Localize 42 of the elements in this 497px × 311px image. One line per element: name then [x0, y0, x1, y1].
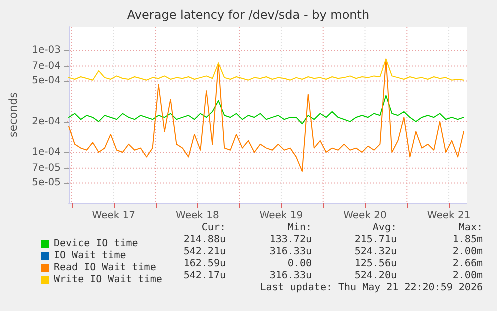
- text: 162.59u: [184, 258, 226, 270]
- text: 125.56u: [354, 258, 397, 270]
- text: 2.00m: [452, 246, 483, 258]
- text: Min:: [288, 222, 312, 234]
- text: 2.00m: [452, 270, 483, 282]
- x-tick-label: Week 20: [344, 210, 387, 222]
- text: 133.72u: [270, 234, 312, 246]
- text: Last update: Thu May 21 22:20:59 2026: [260, 282, 483, 294]
- legend-label: IO Wait time: [54, 250, 126, 262]
- text: Max:: [458, 222, 483, 234]
- legend-label: Device IO time: [54, 238, 138, 250]
- y-tick-label: 7e-05: [32, 162, 61, 174]
- line-series: [68, 58, 465, 172]
- text: 524.32u: [354, 246, 397, 258]
- y-tick-label: 2e-04: [32, 116, 61, 128]
- chart-title: Average latency for /dev/sda - by month: [127, 8, 370, 22]
- text: 214.88u: [184, 234, 226, 246]
- text: 542.17u: [184, 270, 226, 282]
- legend-label: Read IO Wait time: [54, 262, 156, 274]
- line-series: [68, 58, 465, 81]
- text: 542.21u: [184, 246, 226, 258]
- text: 524.20u: [354, 270, 397, 282]
- text: Cur:: [202, 222, 226, 234]
- legend-label: Write IO Wait time: [54, 274, 162, 286]
- y-tick-label: 5e-04: [32, 76, 61, 87]
- y-axis-title: seconds: [7, 92, 20, 138]
- x-tick-label: Week 18: [176, 210, 220, 222]
- y-tick-label: 5e-05: [32, 178, 61, 189]
- text: Avg:: [372, 222, 397, 234]
- y-tick-label: 1e-03: [32, 45, 61, 56]
- x-tick-label: Week 17: [92, 210, 136, 222]
- text: 0.00: [288, 258, 312, 270]
- y-tick-label: 1e-04: [32, 147, 61, 158]
- line-series: [68, 95, 465, 125]
- text: 316.33u: [270, 270, 312, 282]
- text: 215.71u: [354, 234, 397, 246]
- text: 2.66m: [452, 258, 483, 270]
- x-tick-label: Week 19: [260, 210, 304, 222]
- y-tick-label: 7e-04: [32, 60, 61, 72]
- x-tick-label: Week 21: [427, 210, 471, 222]
- text: 1.85m: [452, 234, 483, 246]
- text: 316.33u: [270, 246, 312, 258]
